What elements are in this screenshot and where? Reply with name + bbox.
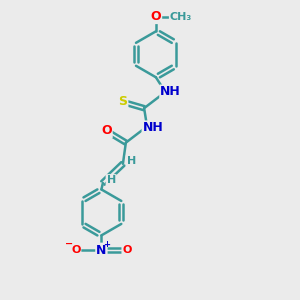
Text: H: H xyxy=(106,175,116,185)
Text: N: N xyxy=(96,244,106,256)
Text: CH₃: CH₃ xyxy=(170,12,192,22)
Text: +: + xyxy=(103,240,110,249)
Text: S: S xyxy=(118,95,127,108)
Text: O: O xyxy=(71,245,80,255)
Text: O: O xyxy=(101,124,112,137)
Text: −: − xyxy=(65,238,73,249)
Text: H: H xyxy=(127,156,136,166)
Text: O: O xyxy=(122,245,132,255)
Text: NH: NH xyxy=(142,122,163,134)
Text: O: O xyxy=(151,10,161,23)
Text: NH: NH xyxy=(160,85,181,98)
